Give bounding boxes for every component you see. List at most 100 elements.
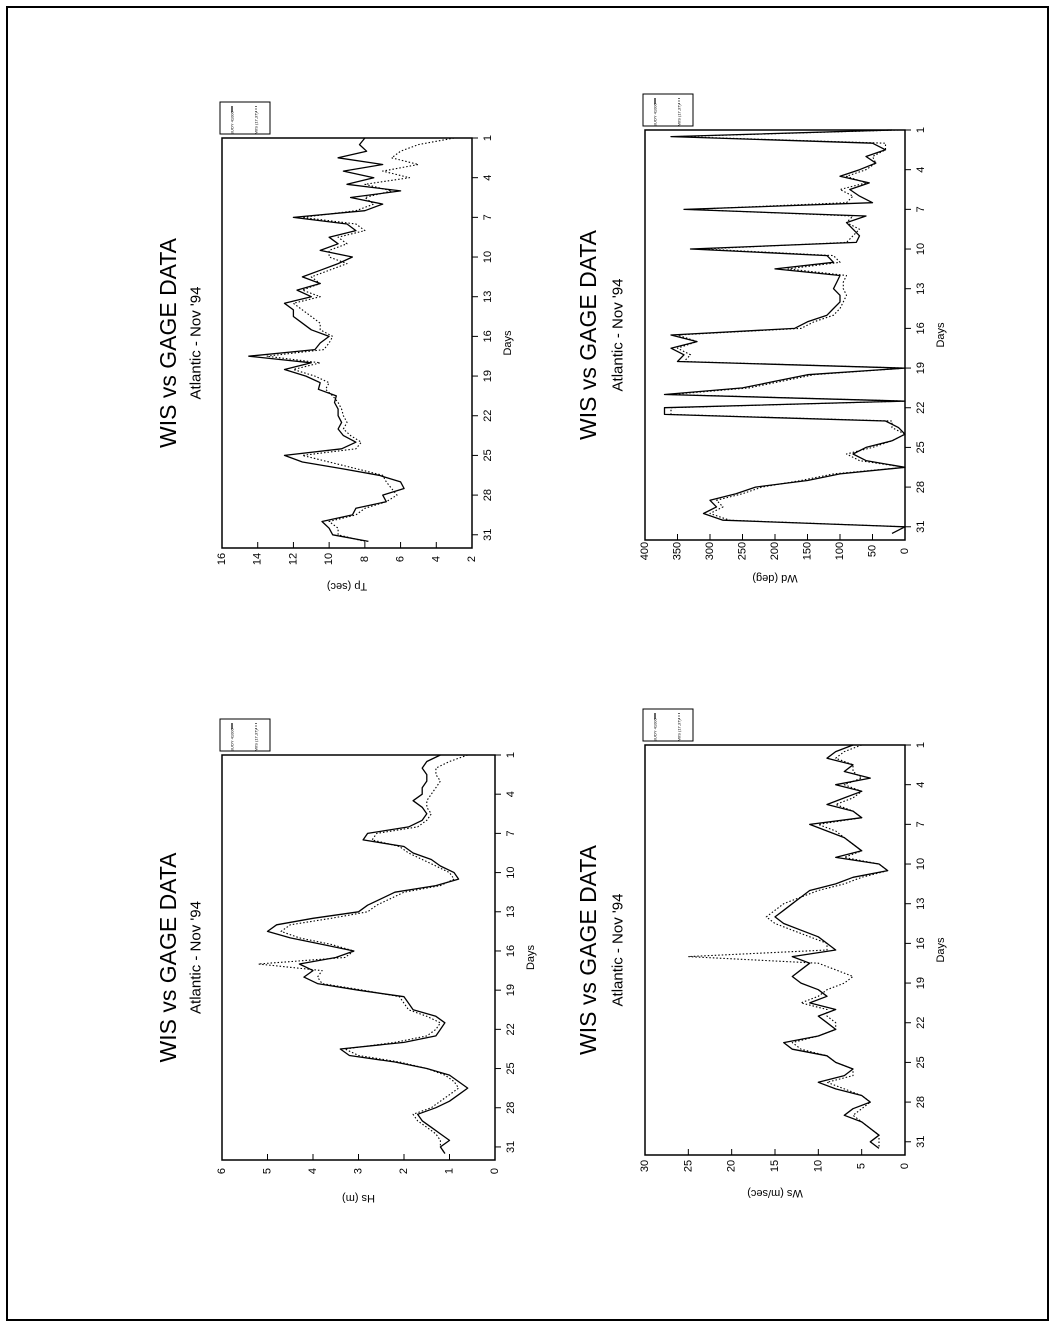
series-line-wis xyxy=(266,137,455,542)
y-tick-label: 6 xyxy=(395,556,407,562)
y-tick-label: 300 xyxy=(704,542,716,560)
x-tick-label: 7 xyxy=(915,821,927,827)
x-tick-label: 10 xyxy=(482,251,494,263)
x-tick-label: 16 xyxy=(915,322,927,334)
page-frame xyxy=(6,6,1049,1321)
y-tick-label: 16 xyxy=(216,553,228,565)
x-tick-label: 16 xyxy=(482,330,494,342)
x-tick-label: 4 xyxy=(505,791,517,797)
x-tick-label: 19 xyxy=(915,977,927,989)
chart-tp: WIS vs GAGE DATA Atlantic - Nov '94 2 4 6 8 10… xyxy=(155,101,514,592)
legend-box xyxy=(219,101,271,135)
x-tick-label: 22 xyxy=(505,1023,517,1035)
x-tick-label: 4 xyxy=(482,175,494,181)
y-tick-label: 5 xyxy=(262,1168,274,1174)
x-tick-label: 28 xyxy=(505,1102,517,1114)
y-tick-label: 100 xyxy=(834,542,846,560)
x-tick-label: 13 xyxy=(915,283,927,295)
y-tick-label: 6 xyxy=(216,1168,228,1174)
y-axis-label: Hs (m) xyxy=(342,1192,375,1204)
y-tick-label: 10 xyxy=(323,553,335,565)
chart-subtitle: Atlantic - Nov '94 xyxy=(188,287,205,400)
chart-title: WIS vs GAGE DATA xyxy=(155,237,181,448)
x-tick-label: 10 xyxy=(505,866,517,878)
series-line-wis xyxy=(257,754,468,1154)
x-tick-label: 4 xyxy=(915,782,927,788)
y-tick-label: 10 xyxy=(812,1160,824,1172)
legend: BUOY 41006 WIS (17,37) xyxy=(642,708,694,742)
x-tick-label: 22 xyxy=(482,410,494,422)
y-tick-label: 2 xyxy=(398,1168,410,1174)
x-axis-label: Days xyxy=(935,937,947,963)
chart-wd: WIS vs GAGE DATA Atlantic - Nov '94 0 50 100… xyxy=(575,93,947,584)
x-tick-label: 25 xyxy=(505,1062,517,1074)
x-axis-label: Days xyxy=(502,330,514,356)
x-tick-label: 22 xyxy=(915,1017,927,1029)
legend-label: BUOY 41006 xyxy=(653,102,658,126)
y-tick-label: 15 xyxy=(769,1160,781,1172)
y-tick-label: 14 xyxy=(252,553,264,565)
y-tick-label: 20 xyxy=(726,1160,738,1172)
x-tick-label: 19 xyxy=(482,370,494,382)
chart-title: WIS vs GAGE DATA xyxy=(575,229,601,440)
y-tick-label: 2 xyxy=(466,556,478,562)
y-tick-label: 150 xyxy=(802,542,814,560)
y-tick-label: 5 xyxy=(856,1163,868,1169)
x-tick-label: 31 xyxy=(482,529,494,541)
y-tick-label: 400 xyxy=(639,542,651,560)
x-axis-label: Days xyxy=(935,322,947,348)
chart-subtitle: Atlantic - Nov '94 xyxy=(188,901,205,1014)
y-tick-label: 1 xyxy=(444,1168,456,1174)
series-line-wis xyxy=(687,744,889,1149)
x-tick-label: 1 xyxy=(915,742,927,748)
legend: BUOY 41006 WIS (17,37) xyxy=(219,101,271,135)
chart-hs: WIS vs GAGE DATA Atlantic - Nov '94 0 1 2 3 4 5… xyxy=(155,718,537,1204)
legend-label: WIS (17,37) xyxy=(677,719,682,741)
y-tick-label: 4 xyxy=(430,556,442,562)
series-line-wis xyxy=(670,129,906,534)
x-tick-label: 31 xyxy=(915,1136,927,1148)
x-tick-label: 28 xyxy=(482,489,494,501)
x-tick-label: 7 xyxy=(505,830,517,836)
chart-title: WIS vs GAGE DATA xyxy=(155,852,181,1063)
x-tick-label: 28 xyxy=(915,481,927,493)
x-tick-label: 31 xyxy=(915,521,927,533)
legend-label: BUOY 41006 xyxy=(653,717,658,741)
y-axis-label: Wd (deg) xyxy=(752,572,797,584)
chart-subtitle: Atlantic - Nov '94 xyxy=(610,279,627,392)
legend: BUOY 41006 WIS (17,37) xyxy=(219,718,271,752)
chart-ws: WIS vs GAGE DATA Atlantic - Nov '94 0 5 10 15… xyxy=(575,708,947,1199)
x-tick-label: 7 xyxy=(915,206,927,212)
plot-box xyxy=(644,129,906,541)
series-line-buoy xyxy=(266,754,469,1154)
y-tick-label: 200 xyxy=(769,542,781,560)
x-tick-label: 13 xyxy=(505,906,517,918)
chart-subtitle: Atlantic - Nov '94 xyxy=(610,894,627,1007)
x-tick-label: 1 xyxy=(915,127,927,133)
y-tick-label: 25 xyxy=(682,1160,694,1172)
x-axis-label: Days xyxy=(525,944,537,970)
plot-box xyxy=(644,744,906,1156)
legend-label: WIS (17,37) xyxy=(677,104,682,126)
x-tick-label: 10 xyxy=(915,243,927,255)
x-tick-label: 13 xyxy=(482,291,494,303)
x-tick-label: 19 xyxy=(505,984,517,996)
plot-box xyxy=(221,754,496,1161)
legend-box xyxy=(219,718,271,752)
chart-title: WIS vs GAGE DATA xyxy=(575,844,601,1055)
x-tick-label: 13 xyxy=(915,898,927,910)
x-tick-label: 22 xyxy=(915,402,927,414)
legend-box xyxy=(642,93,694,127)
series-line-buoy xyxy=(774,744,889,1149)
x-tick-label: 7 xyxy=(482,214,494,220)
y-tick-label: 30 xyxy=(639,1160,651,1172)
x-tick-label: 25 xyxy=(482,449,494,461)
y-tick-label: 350 xyxy=(672,542,684,560)
legend-label: BUOY 41006 xyxy=(230,110,235,134)
x-tick-label: 25 xyxy=(915,1056,927,1068)
y-tick-label: 250 xyxy=(737,542,749,560)
y-tick-label: 0 xyxy=(489,1168,501,1174)
legend-label: WIS (17,37) xyxy=(254,112,259,134)
x-tick-label: 16 xyxy=(915,937,927,949)
